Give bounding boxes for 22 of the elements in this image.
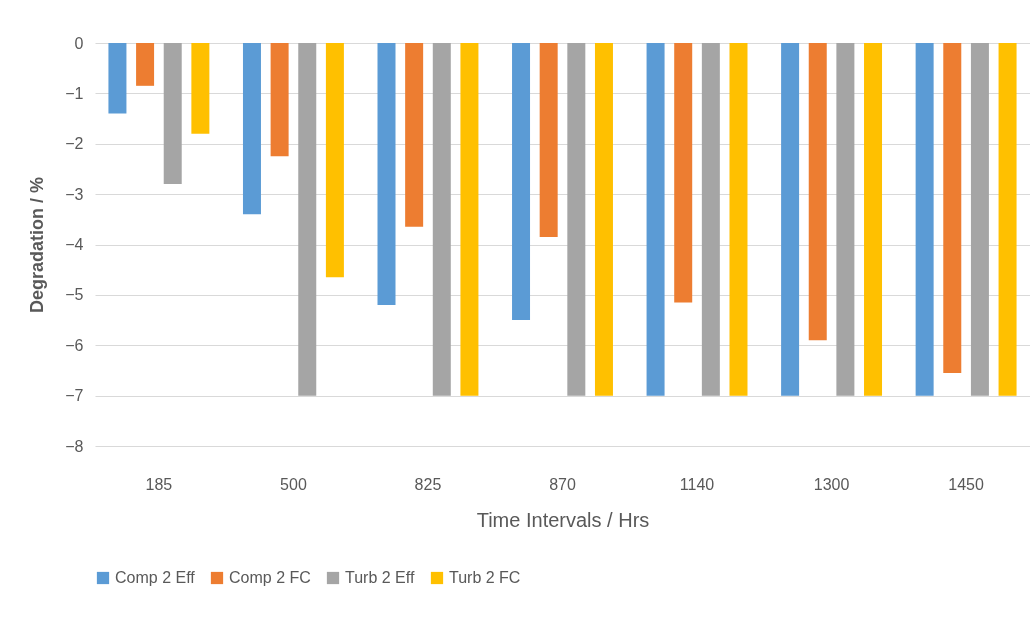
x-tick-label: 825: [414, 475, 442, 493]
legend-label: Turb 2 Eff: [345, 569, 415, 586]
x-tick-label: 1140: [679, 475, 715, 493]
y-tick-label: −2: [65, 135, 84, 153]
y-tick-label: −7: [65, 387, 84, 405]
y-tick-label: −3: [65, 185, 84, 203]
x-tick-label: 500: [280, 475, 307, 493]
y-axis-title: Degradation / %: [27, 176, 48, 314]
y-tick-label: −6: [65, 336, 84, 354]
y-tick-label: −4: [65, 236, 84, 253]
x-tick-label: 1300: [813, 475, 850, 493]
legend-label: Comp 2 FC: [229, 569, 311, 586]
y-tick-label: −8: [65, 437, 84, 455]
x-tick-label: 870: [549, 475, 576, 493]
x-tick-label: 185: [145, 475, 173, 493]
y-tick-label: −1: [65, 84, 84, 102]
y-tick-label: −5: [65, 286, 84, 304]
legend-label: Comp 2 Eff: [115, 569, 196, 586]
legend-label: Turb 2 FC: [449, 569, 521, 586]
y-tick-label: 0: [74, 34, 84, 52]
x-axis-title: Time Intervals / Hrs: [476, 508, 650, 531]
x-tick-label: 1450: [948, 475, 984, 493]
